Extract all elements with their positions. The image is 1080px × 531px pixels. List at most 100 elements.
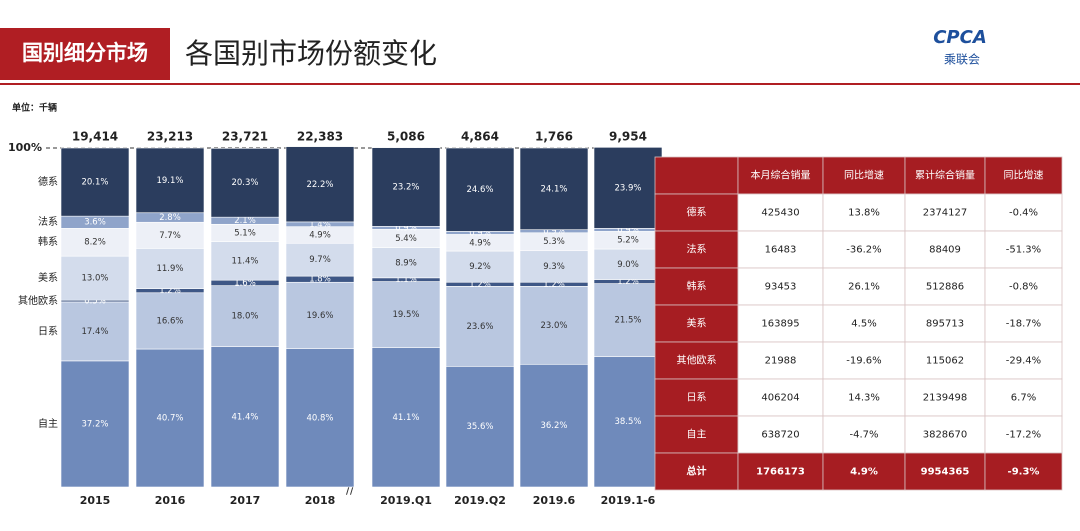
cell-text: -17.2% xyxy=(1006,430,1041,441)
bar-segment xyxy=(445,147,515,232)
table-cell xyxy=(654,341,739,380)
tag: 国别细分市场 xyxy=(22,41,148,65)
cell-text: -4.7% xyxy=(849,430,878,441)
bar-segment xyxy=(519,147,589,230)
bar-segment xyxy=(371,247,441,279)
table-cell xyxy=(984,415,1063,454)
data-label: 23.2% xyxy=(392,182,419,192)
data-label: 5.2% xyxy=(617,236,639,246)
cell-text: 美系 xyxy=(687,317,707,330)
table-cell xyxy=(654,304,739,343)
x-tick-label: 2017 xyxy=(230,494,261,507)
x-tick-label: 2015 xyxy=(80,494,111,507)
logo: CPCA xyxy=(933,27,987,48)
series-label: 自主 xyxy=(38,417,58,430)
data-label: 8.9% xyxy=(395,258,417,268)
cell-text: 3828670 xyxy=(923,430,968,441)
table-cell xyxy=(737,267,824,306)
table-cell xyxy=(737,230,824,269)
data-label: 1.2% xyxy=(159,286,181,296)
data-label: 9.3% xyxy=(543,262,565,272)
table-cell xyxy=(904,230,986,269)
series-label: 法系 xyxy=(38,215,58,228)
data-label: 19.1% xyxy=(156,176,183,186)
bar-segment xyxy=(519,286,589,365)
cell-text: 14.3% xyxy=(848,393,880,404)
total-label: 5,086 xyxy=(387,130,425,144)
table-cell xyxy=(904,304,986,343)
table-cell xyxy=(904,415,986,454)
total-label: 4,864 xyxy=(461,130,499,144)
cell-text: -0.8% xyxy=(1009,282,1038,293)
data-label: 1.2% xyxy=(617,277,639,287)
table-cell xyxy=(737,156,824,195)
data-label: 22.2% xyxy=(306,180,333,190)
cell-text: -0.4% xyxy=(1009,208,1038,219)
bar-segment xyxy=(593,147,663,229)
data-label: 7.7% xyxy=(159,231,181,241)
data-label: 0.9% xyxy=(469,228,491,238)
table-cell xyxy=(654,156,739,195)
data-label: 0.5% xyxy=(84,297,106,307)
table-cell xyxy=(654,378,739,417)
data-label: 0.9% xyxy=(543,227,565,237)
tag-box xyxy=(0,28,170,80)
total-label: 23,721 xyxy=(222,130,268,144)
bar-segment xyxy=(285,146,355,223)
cell-text: -18.7% xyxy=(1006,319,1041,330)
cell-text: 1766173 xyxy=(756,467,805,478)
bar-segment xyxy=(285,281,355,349)
data-label: 24.6% xyxy=(466,185,493,195)
table-cell xyxy=(984,304,1063,343)
cell-text: 其他欧系 xyxy=(677,354,717,367)
table-cell xyxy=(822,378,906,417)
bar-segment xyxy=(285,242,355,277)
data-label: 19.6% xyxy=(306,311,333,321)
table-cell xyxy=(984,156,1063,195)
axis-break: // xyxy=(346,483,355,497)
data-label: 23.6% xyxy=(466,322,493,332)
data-label: 40.8% xyxy=(306,413,333,423)
data-label: 19.5% xyxy=(392,310,419,320)
cell-text: 93453 xyxy=(765,282,797,293)
cell-text: -29.4% xyxy=(1006,356,1041,367)
data-label: 5.4% xyxy=(395,234,417,244)
table-cell xyxy=(822,304,906,343)
bar-segment xyxy=(371,281,441,348)
bar-segment xyxy=(135,147,205,214)
data-label: 1.6% xyxy=(234,278,256,288)
bar-segment xyxy=(210,241,280,281)
data-label: 4.9% xyxy=(309,230,331,240)
bar-segment xyxy=(210,148,280,218)
bar-segment xyxy=(135,248,205,289)
data-label: 36.2% xyxy=(540,421,567,431)
x-tick-label: 2019.Q2 xyxy=(454,494,506,507)
x-tick-label: 2019.1-6 xyxy=(601,494,656,507)
series-label: 美系 xyxy=(38,271,58,284)
data-label: 4.9% xyxy=(469,238,491,248)
data-label: 21.5% xyxy=(614,316,641,326)
cell-text: 2139498 xyxy=(923,393,968,404)
cell-text: -36.2% xyxy=(846,245,881,256)
cell-text: 累计综合销量 xyxy=(915,169,975,182)
cell-text: -19.6% xyxy=(846,356,881,367)
cell-text: 2374127 xyxy=(923,208,968,219)
cell-text: 4.5% xyxy=(851,319,876,330)
data-label: 9.7% xyxy=(309,255,331,265)
data-label: 9.0% xyxy=(617,260,639,270)
total-label: 22,383 xyxy=(297,130,343,144)
bar-segment xyxy=(445,250,515,283)
series-label: 德系 xyxy=(38,175,58,188)
table-cell xyxy=(737,304,824,343)
cell-text: 115062 xyxy=(926,356,964,367)
cell-text: 406204 xyxy=(761,393,799,404)
cell-text: 同比增速 xyxy=(844,169,884,182)
data-label: 23.0% xyxy=(540,321,567,331)
table-cell xyxy=(737,415,824,454)
data-label: 0.9% xyxy=(395,223,417,233)
cell-text: 同比增速 xyxy=(1004,169,1044,182)
data-label: 2.1% xyxy=(234,216,256,226)
x-tick-label: 2016 xyxy=(155,494,186,507)
bar-segment xyxy=(60,301,130,362)
